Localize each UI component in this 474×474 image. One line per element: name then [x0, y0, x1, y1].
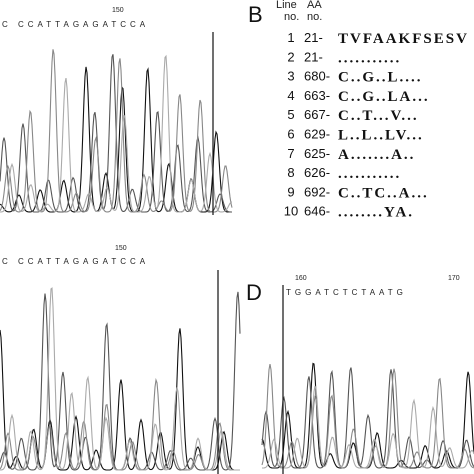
position: 150 — [112, 7, 124, 14]
column-header: AA no. — [307, 0, 322, 23]
sequence: C CCATTAGAGATCCA — [2, 257, 149, 266]
trace — [0, 328, 240, 471]
aa-number: 626- — [304, 165, 330, 180]
aa-number: 667- — [304, 107, 330, 122]
aa-number: 625- — [304, 146, 330, 161]
column-header: Line no. — [276, 0, 299, 23]
line-number: 2 — [287, 49, 294, 64]
aa-sequence: C..G..L.... — [338, 70, 423, 86]
aa-number: 646- — [304, 204, 330, 219]
panel-label: D — [246, 280, 262, 305]
aa-sequence: ........YA. — [338, 205, 414, 221]
position: 170 — [448, 275, 460, 282]
line-number: 10 — [284, 204, 298, 219]
position: 150 — [115, 245, 127, 252]
trace — [0, 49, 233, 213]
line-number: 8 — [287, 165, 294, 180]
aa-number: 692- — [304, 184, 330, 199]
trace — [261, 364, 474, 469]
line-number: 4 — [287, 88, 294, 103]
panel-label: B — [248, 2, 263, 27]
line-number: 9 — [287, 184, 294, 199]
trace — [0, 54, 232, 213]
trace — [262, 385, 474, 469]
chromatograms — [0, 49, 474, 471]
aa-number: 629- — [304, 127, 330, 142]
line-number: 3 — [287, 69, 294, 84]
aa-sequence: ........... — [338, 50, 401, 66]
sequence: C CCATTAGAGATCCA — [2, 20, 149, 29]
trace — [0, 287, 240, 471]
aa-sequence: A.......A.. — [338, 147, 415, 163]
line-number: 6 — [287, 127, 294, 142]
aa-sequence: C..G..LA... — [338, 89, 430, 105]
aa-sequence: TVFAAKFSESV — [338, 31, 469, 47]
aa-sequence: L..L..LV... — [338, 128, 424, 144]
line-number: 7 — [287, 146, 294, 161]
alignment-table: Line no. AA no. 1 21- TVFAAKFSESV 2 21-.........… — [276, 0, 469, 221]
position: 160 — [295, 275, 307, 282]
aa-sequence: ........... — [338, 166, 401, 182]
aa-sequence: C..TC..A... — [338, 185, 429, 201]
aa-number: 21- — [304, 30, 323, 45]
aa-number: 680- — [304, 69, 330, 84]
aa-number: 21- — [304, 49, 323, 64]
line-number: 5 — [287, 107, 294, 122]
line-number: 1 — [287, 30, 294, 45]
aa-number: 663- — [304, 88, 330, 103]
sequence: TGGATCTCTAATG — [286, 288, 407, 297]
aa-sequence: C..T...V... — [338, 108, 419, 124]
